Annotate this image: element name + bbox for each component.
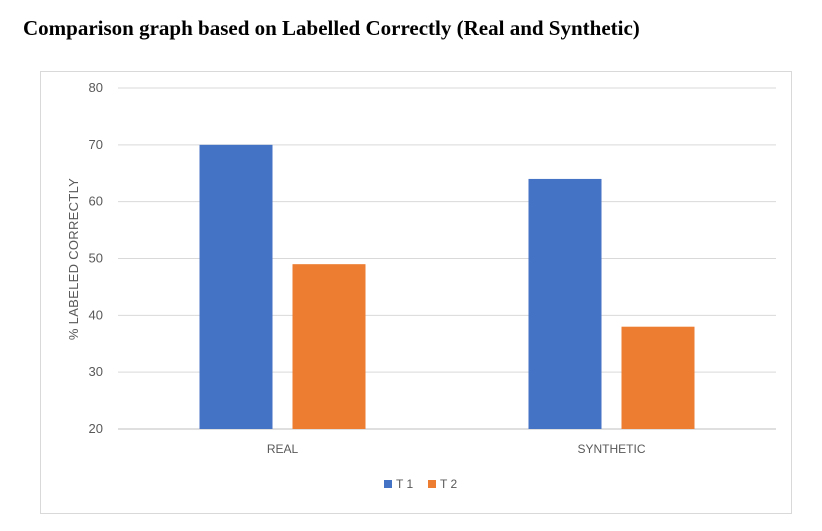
x-axis-category-labels: REAL SYNTHETIC bbox=[267, 442, 646, 456]
bars bbox=[199, 144, 695, 430]
bar-t2-real bbox=[292, 264, 366, 429]
x-category-label: SYNTHETIC bbox=[577, 442, 645, 456]
y-tick-label: 50 bbox=[89, 251, 103, 266]
legend-label: T 2 bbox=[440, 477, 457, 491]
bar-t2-synthetic bbox=[621, 326, 695, 429]
legend-swatch bbox=[428, 480, 436, 488]
page-title: Comparison graph based on Labelled Corre… bbox=[23, 16, 640, 40]
bar-t1-real bbox=[199, 144, 273, 430]
x-category-label: REAL bbox=[267, 442, 299, 456]
y-tick-label: 30 bbox=[89, 364, 103, 379]
y-tick-label: 80 bbox=[89, 80, 103, 95]
legend-swatch bbox=[384, 480, 392, 488]
y-axis-ticks: 20 30 40 50 60 70 80 bbox=[89, 80, 103, 436]
legend-label: T 1 bbox=[396, 477, 413, 491]
y-tick-label: 70 bbox=[89, 137, 103, 152]
legend: T 1 T 2 bbox=[384, 477, 457, 491]
y-axis-title: % LABELED CORRECTLY bbox=[66, 178, 81, 340]
y-tick-label: 40 bbox=[89, 307, 103, 322]
bar-t1-synthetic bbox=[528, 178, 602, 429]
y-tick-label: 20 bbox=[89, 421, 103, 436]
y-tick-label: 60 bbox=[89, 194, 103, 209]
